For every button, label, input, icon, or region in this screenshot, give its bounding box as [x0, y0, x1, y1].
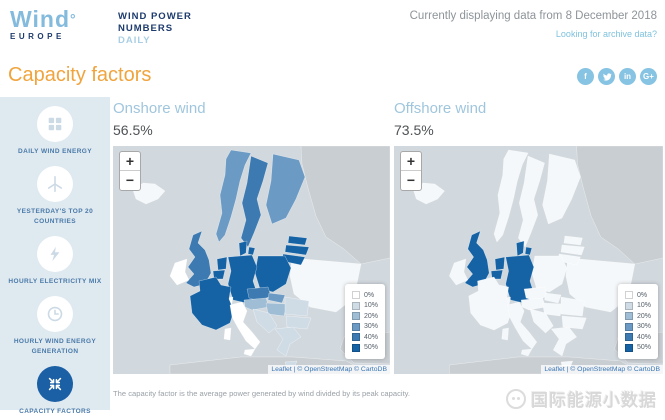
legend-label: 10% [363, 302, 378, 309]
offshore-map[interactable]: + − 0% 10% 20% 30% 40% 50% Leaflet | © O… [394, 146, 663, 374]
wind-turbine-icon [37, 166, 73, 203]
sidebar-item-hourly-wind-energy-generation[interactable]: HOURLY WIND ENERGY GENERATION [0, 296, 110, 357]
legend-label: 30% [363, 323, 378, 330]
legend-label: 0% [363, 291, 375, 299]
product-title: WIND POWER NUMBERS DAILY [118, 11, 192, 47]
legend-swatch-0 [624, 291, 633, 299]
calendar-grid-icon [37, 106, 73, 142]
sidebar-item-label: HOURLY WIND ENERGY GENERATION [13, 338, 97, 356]
offshore-panel: Offshore wind 73.5% [394, 100, 663, 374]
legend-label: 50% [636, 344, 651, 351]
legend-swatch-30 [351, 322, 360, 331]
onshore-map-canvas[interactable] [113, 146, 390, 374]
compress-arrows-icon [37, 366, 73, 403]
legend-label: 30% [636, 323, 651, 330]
google-plus-icon[interactable]: G+ [640, 68, 657, 85]
sidebar-item-label: YESTERDAY'S TOP 20 COUNTRIES [16, 208, 94, 226]
logo-wordmark: Wind° [10, 6, 77, 32]
lightning-bolt-icon [37, 236, 73, 273]
logo-degree-dot: ° [70, 11, 77, 27]
legend-label: 0% [636, 291, 648, 299]
social-share-bar: f in G+ [577, 68, 657, 85]
legend-swatch-40 [351, 333, 360, 341]
sidebar-nav: DAILY WIND ENERGY YESTERDAY'S TOP 20 COU… [0, 97, 110, 415]
legend-swatch-50 [351, 343, 360, 352]
legend-swatch-0 [351, 291, 360, 299]
legend-swatch-50 [624, 343, 633, 352]
twitter-icon[interactable] [598, 68, 615, 85]
windeurope-logo[interactable]: Wind° EUROPE [10, 6, 77, 42]
sidebar-item-daily-wind-energy[interactable]: DAILY WIND ENERGY [0, 106, 110, 157]
zoom-out-button[interactable]: − [406, 172, 416, 188]
legend-label: 40% [363, 333, 378, 341]
map-legend: 0% 10% 20% 30% 40% 50% [617, 283, 658, 359]
sidebar-item-yesterdays-top-20[interactable]: YESTERDAY'S TOP 20 COUNTRIES [0, 166, 110, 227]
legend-label: 20% [363, 312, 378, 320]
legend-swatch-40 [624, 333, 633, 341]
logo-europe-text: EUROPE [10, 32, 65, 41]
legend-label: 40% [636, 333, 651, 341]
product-line-2: NUMBERS [118, 23, 174, 34]
onshore-title: Onshore wind [113, 100, 206, 117]
product-line-1: WIND POWER [118, 11, 192, 22]
island-sardinia[interactable] [501, 327, 510, 341]
legend-label: 50% [363, 344, 378, 351]
map-attribution[interactable]: Leaflet | © OpenStreetMap © CartoDB [268, 365, 390, 374]
sidebar-item-label: DAILY WIND ENERGY [18, 148, 92, 155]
archive-data-link[interactable]: Looking for archive data? [555, 29, 657, 39]
onshore-panel: Onshore wind 56.5% [113, 100, 390, 374]
onshore-capacity-value: 56.5% [113, 122, 153, 138]
country-netherlands[interactable] [216, 256, 228, 271]
map-legend: 0% 10% 20% 30% 40% 50% [344, 283, 385, 359]
map-zoom-control: + − [119, 151, 141, 191]
data-date-status: Currently displaying data from 8 Decembe… [409, 10, 657, 22]
sidebar-item-label: CAPACITY FACTORS [19, 408, 91, 416]
legend-label: 10% [636, 302, 651, 309]
map-attribution[interactable]: Leaflet | © OpenStreetMap © CartoDB [541, 365, 663, 374]
legend-swatch-10 [351, 301, 360, 310]
onshore-map[interactable]: + − 0% 10% 20% 30% 40% 50% Leaflet | © O… [113, 146, 390, 374]
facebook-icon[interactable]: f [577, 68, 594, 85]
legend-swatch-30 [624, 322, 633, 331]
zoom-out-button[interactable]: − [125, 172, 135, 188]
legend-label: 20% [636, 312, 651, 320]
legend-swatch-20 [351, 312, 360, 320]
country-bulgaria[interactable] [561, 315, 587, 330]
country-netherlands[interactable] [494, 256, 506, 271]
product-line-daily: DAILY [118, 35, 151, 46]
zoom-in-button[interactable]: + [401, 152, 421, 171]
watermark-logo-icon [506, 388, 526, 409]
map-zoom-control: + − [400, 151, 422, 191]
sidebar-item-label: HOURLY ELECTRICITY MIX [8, 278, 102, 286]
linkedin-icon[interactable]: in [619, 68, 636, 85]
legend-swatch-10 [624, 301, 633, 310]
offshore-capacity-value: 73.5% [394, 122, 434, 138]
island-sardinia[interactable] [223, 327, 232, 341]
offshore-title: Offshore wind [394, 100, 487, 117]
zoom-in-button[interactable]: + [120, 152, 140, 171]
page-title: Capacity factors [8, 64, 152, 86]
watermark: 国际能源小数据 [506, 386, 657, 411]
country-bulgaria[interactable] [285, 315, 312, 330]
sidebar-item-capacity-factors[interactable]: CAPACITY FACTORS [0, 366, 110, 417]
watermark-text: 国际能源小数据 [531, 391, 657, 411]
legend-swatch-20 [624, 312, 633, 320]
sidebar-item-hourly-electricity-mix[interactable]: HOURLY ELECTRICITY MIX [0, 236, 110, 287]
clock-icon [37, 296, 73, 333]
capacity-factor-note: The capacity factor is the average power… [113, 389, 411, 398]
